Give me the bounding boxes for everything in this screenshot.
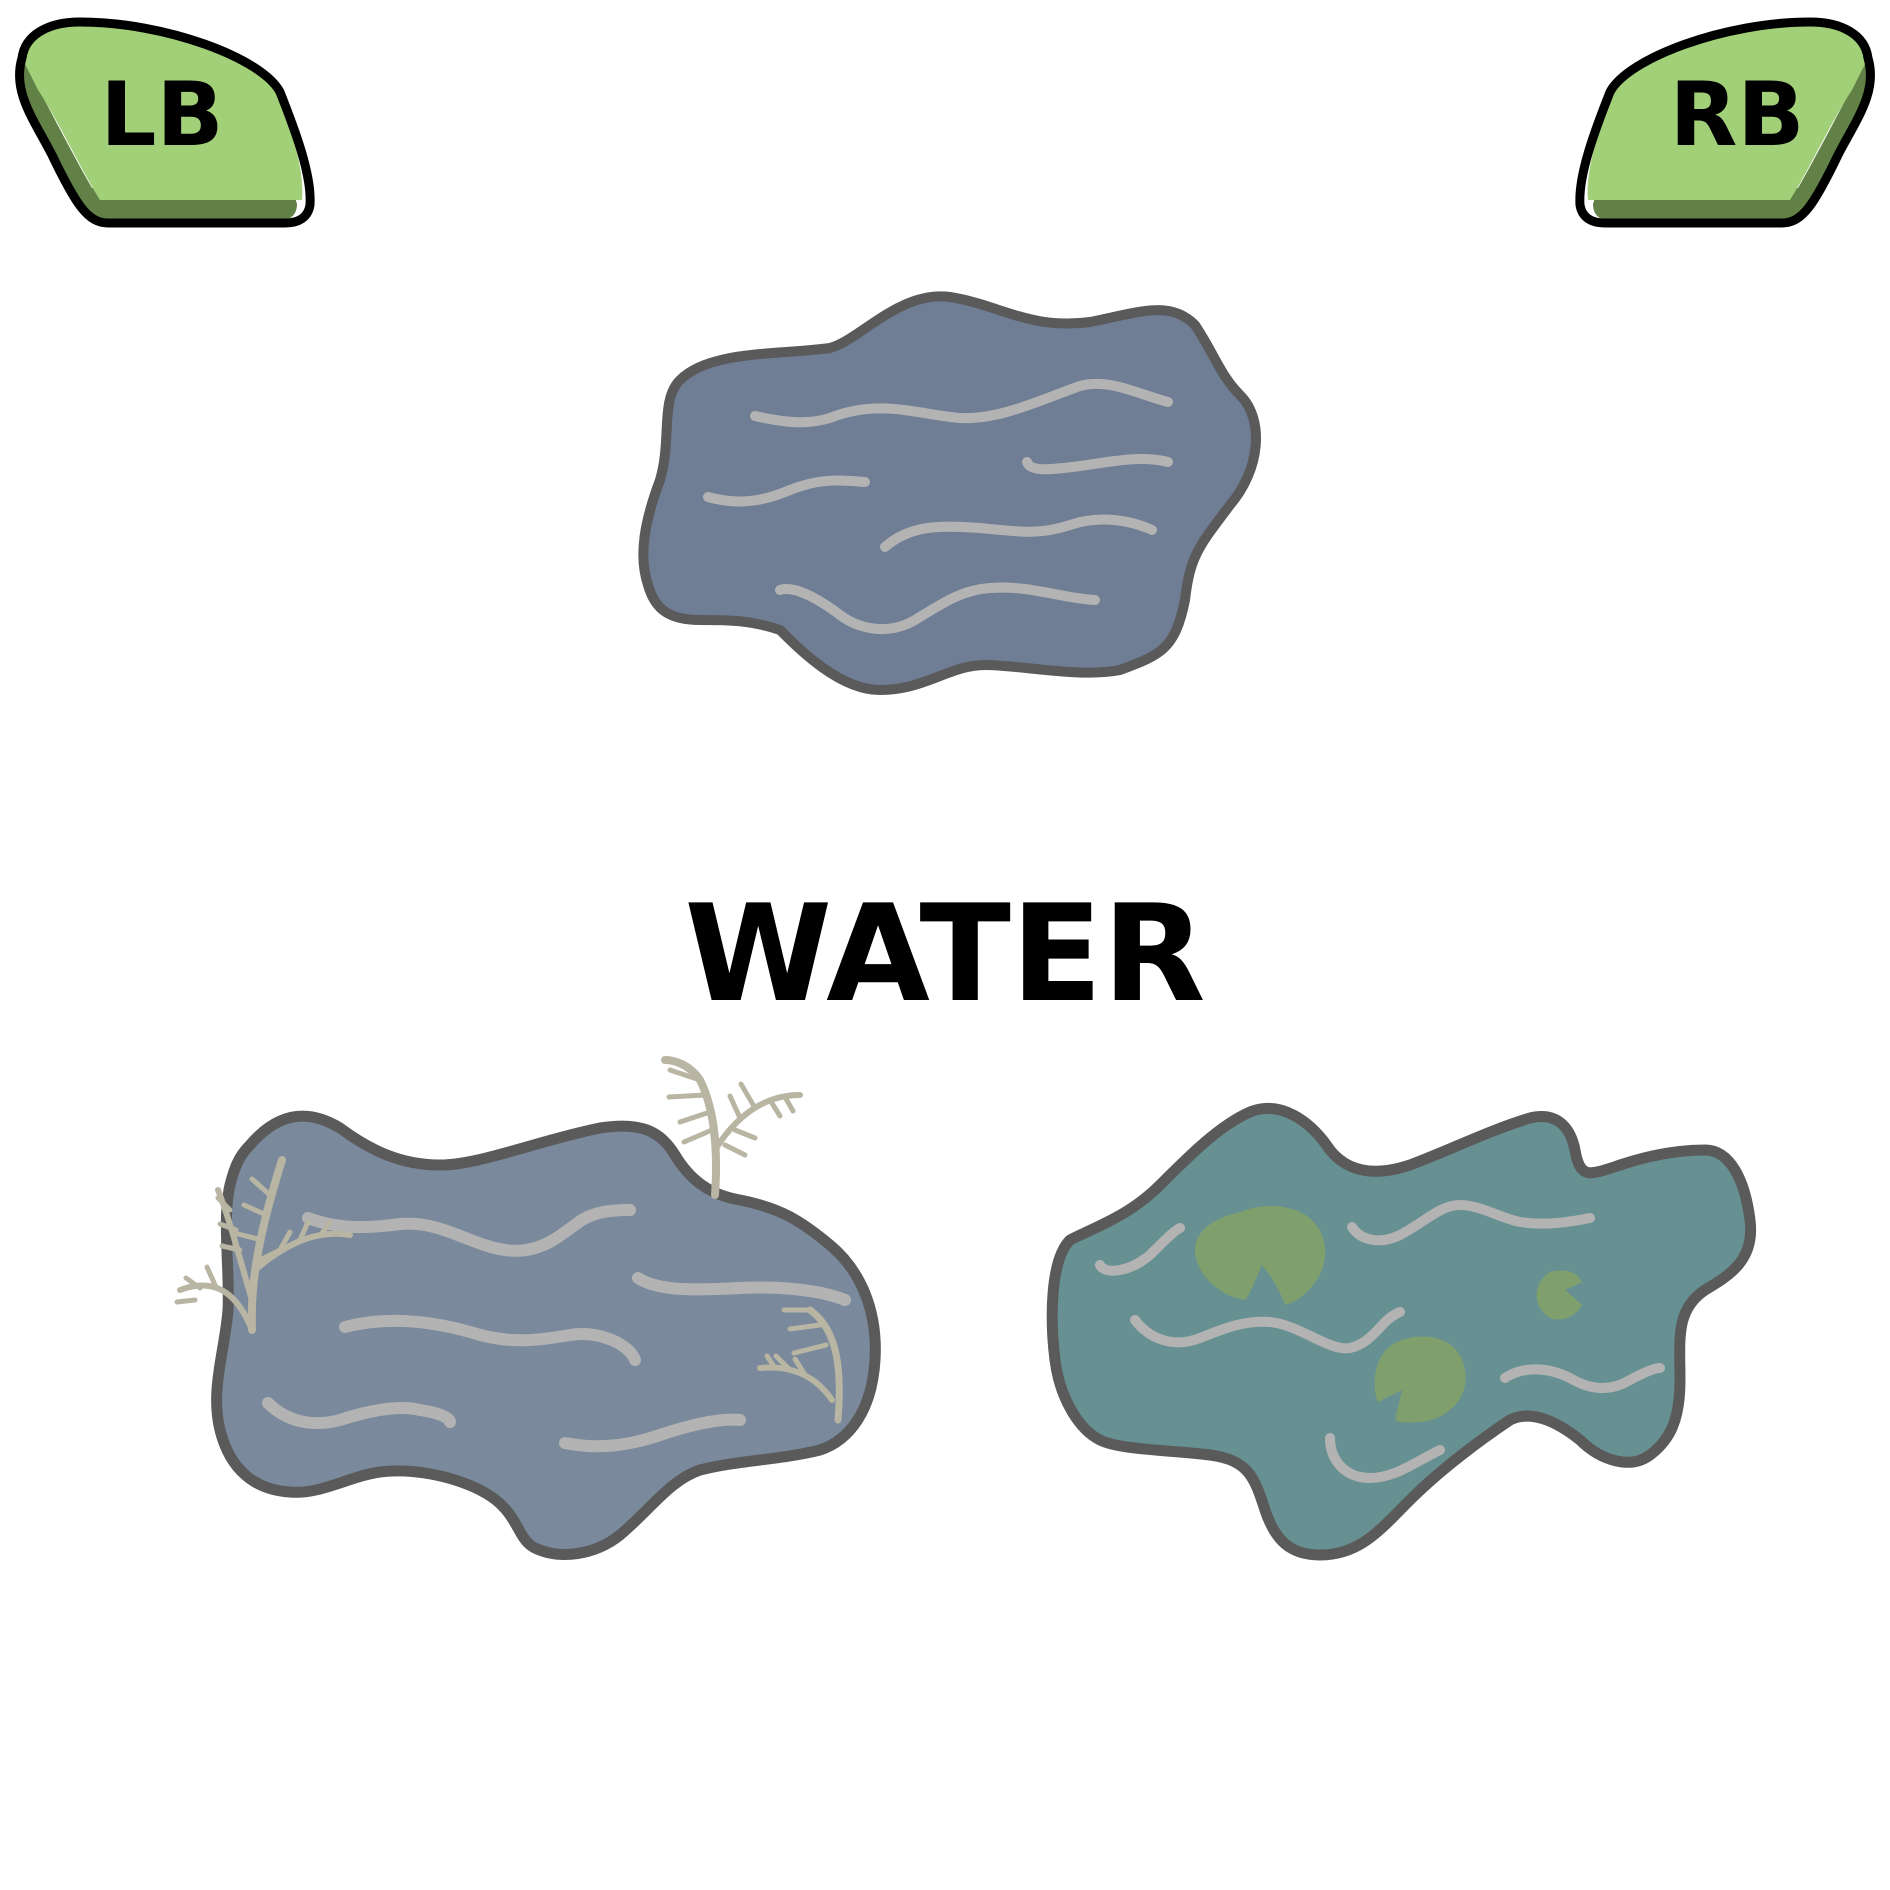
rb-button-outline: [1575, 17, 1875, 228]
lb-button-label: LB: [100, 63, 223, 166]
lb-button-face: [24, 25, 303, 200]
lily-pond-waves: [1095, 1200, 1665, 1483]
lily-pad-icon: [1195, 1205, 1582, 1423]
lb-button[interactable]: LB: [15, 17, 315, 228]
rb-button-face: [1587, 25, 1866, 200]
pond-lilies-icon: [1046, 1103, 1757, 1561]
reed-pond[interactable]: [174, 1056, 881, 1560]
reed-right-icon: [757, 1306, 843, 1424]
category-title: WATER: [684, 876, 1205, 1032]
lb-button-outline: [15, 17, 315, 228]
plain-pond[interactable]: [638, 291, 1261, 695]
plain-pond-waves: [703, 378, 1173, 635]
rb-button[interactable]: RB: [1575, 17, 1875, 228]
reed-top-icon: [661, 1056, 803, 1199]
lily-pond[interactable]: [1046, 1103, 1757, 1561]
pond-plain-icon: [638, 291, 1261, 695]
reed-left-icon: [174, 1156, 353, 1334]
rb-button-label: RB: [1670, 63, 1805, 166]
reed-pond-waves: [262, 1204, 851, 1453]
